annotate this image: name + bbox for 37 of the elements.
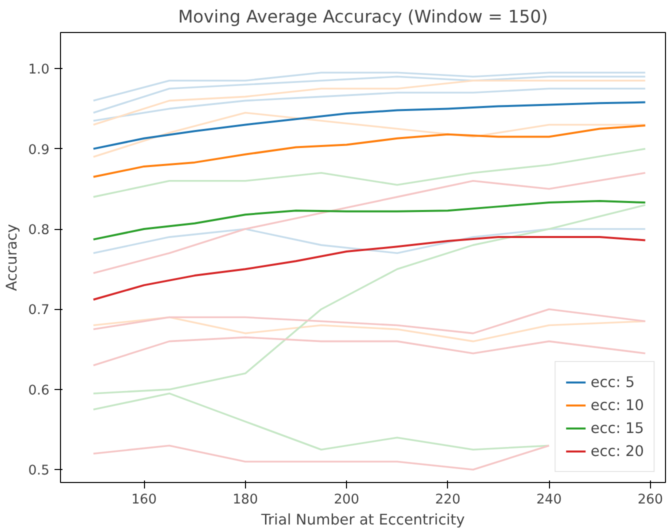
line-series: [92, 148, 646, 198]
legend-label: ecc: 10: [590, 396, 644, 414]
line-series: [92, 72, 646, 102]
line-series: [92, 204, 646, 394]
line-series: [92, 444, 550, 471]
x-tick-label: 260: [638, 492, 664, 508]
line-series: [92, 76, 646, 114]
line-series: [92, 316, 646, 342]
y-tick-label: 0.8: [28, 223, 50, 238]
line-series: [92, 80, 646, 126]
line-series: [92, 308, 646, 334]
line-series: [92, 112, 646, 158]
y-tick-label: 1.0: [28, 62, 50, 78]
line-series: [92, 124, 646, 178]
legend-label: ecc: 5: [590, 374, 635, 390]
line-series: [92, 392, 550, 451]
line-series: [92, 200, 646, 240]
line-series: [92, 88, 646, 122]
line-series: [92, 336, 646, 366]
line-series: [92, 101, 646, 150]
line-series: [92, 236, 646, 301]
x-tick-label: 200: [334, 492, 360, 508]
line-series: [92, 172, 646, 274]
y-tick-label: 0.9: [28, 142, 50, 158]
x-tick-label: 220: [435, 492, 461, 508]
x-tick-label: 160: [131, 492, 157, 508]
y-tick-label: 0.6: [28, 383, 50, 398]
y-tick-label: 0.7: [28, 303, 50, 318]
chart-title: Moving Average Accuracy (Window = 150): [178, 8, 548, 28]
line-series: [92, 228, 646, 254]
y-axis-title: Accuracy: [3, 224, 20, 291]
x-tick-label: 240: [536, 492, 562, 508]
y-tick-label: 0.5: [28, 464, 50, 479]
legend-label: ecc: 20: [590, 442, 644, 460]
x-tick-label: 180: [232, 492, 258, 508]
x-axis-title: Trial Number at Eccentricity: [260, 512, 466, 528]
legend-label: ecc: 15: [590, 420, 644, 436]
